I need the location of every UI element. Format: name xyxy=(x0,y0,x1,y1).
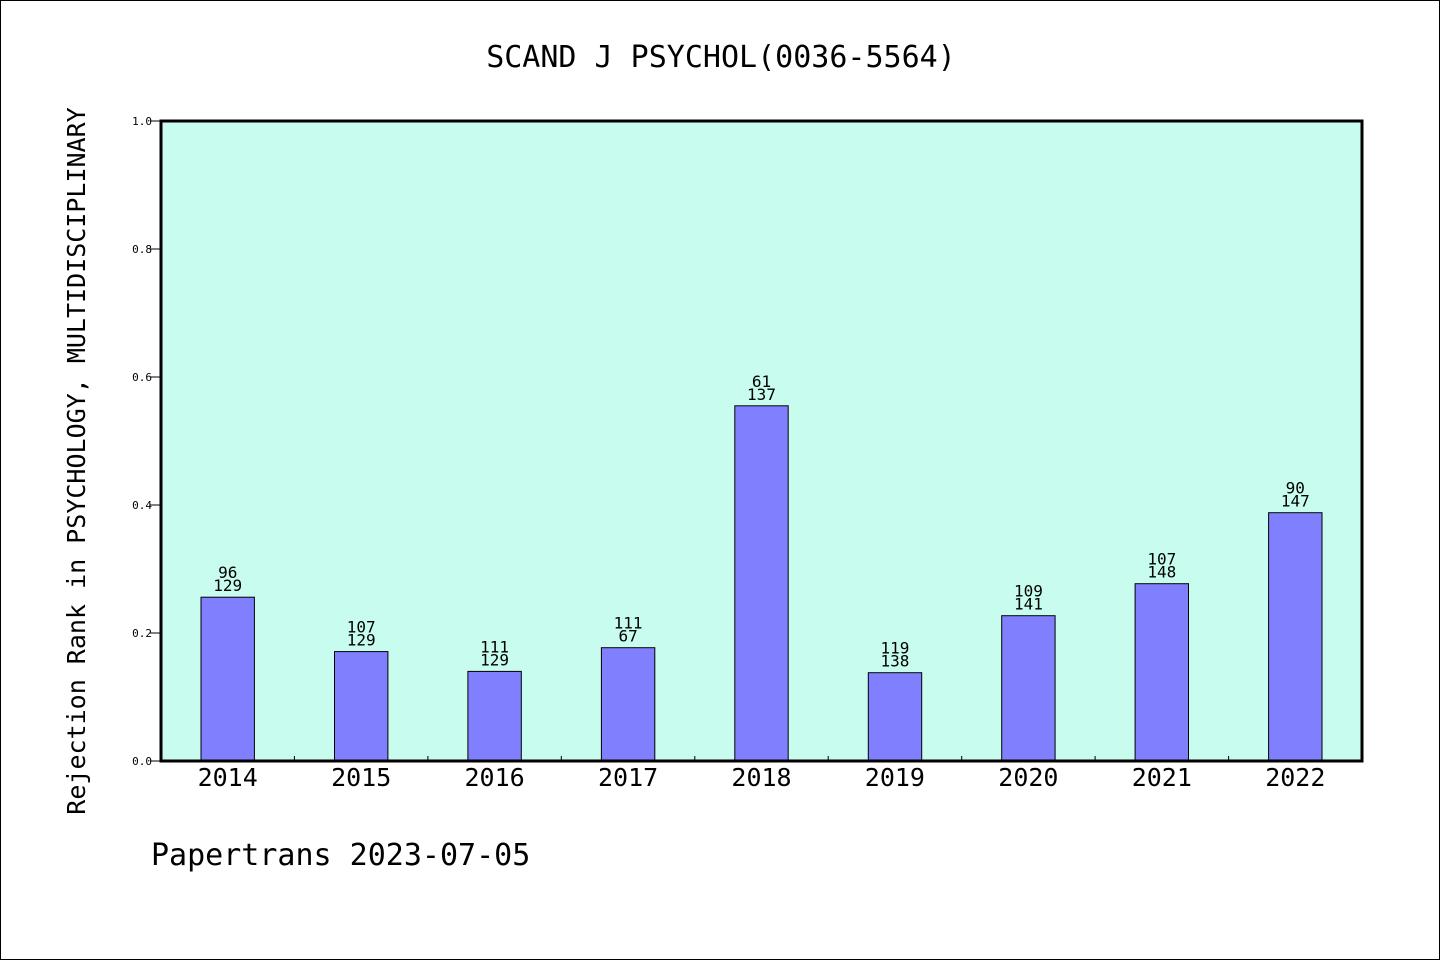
bar-2018 xyxy=(734,405,789,762)
bar-2014 xyxy=(200,596,255,762)
bar-2021 xyxy=(1134,583,1189,762)
bar-2022 xyxy=(1268,512,1323,762)
data-label-top-2020: 109 xyxy=(1014,582,1043,601)
x-tick-label-2016: 2016 xyxy=(464,763,524,792)
data-label-top-2018: 61 xyxy=(752,372,771,391)
y-axis: 0.0 0.2 0.4 0.6 0.8 1.0 xyxy=(132,115,161,768)
x-tick-label-2014: 2014 xyxy=(198,763,258,792)
data-label-bottom-2014: 129 xyxy=(213,576,242,595)
bar-2020 xyxy=(1001,615,1056,762)
x-tick-label-2015: 2015 xyxy=(331,763,391,792)
data-label-top-2016: 111 xyxy=(480,637,509,656)
plot-border xyxy=(159,119,1364,763)
bars-layer xyxy=(200,405,1323,762)
x-axis: 2014 2015 2016 2017 2018 2019 2020 2021 2022 xyxy=(198,756,1325,792)
x-tick-label-2020: 2020 xyxy=(998,763,1058,792)
x-tick-label-2017: 2017 xyxy=(598,763,658,792)
y-tick-label-0: 0.0 xyxy=(132,755,152,768)
data-label-bottom-2019: 138 xyxy=(880,652,909,671)
bar-2019 xyxy=(867,672,923,762)
y-tick-label-1: 0.2 xyxy=(132,627,152,640)
y-tick-label-5: 1.0 xyxy=(132,115,152,128)
x-tick-label-2021: 2021 xyxy=(1132,763,1192,792)
chart-title: SCAND J PSYCHOL(0036-5564) xyxy=(486,40,956,75)
data-label-bottom-2016: 129 xyxy=(480,650,509,669)
data-label-bottom-2015: 129 xyxy=(347,631,376,650)
data-label-bottom-2018: 137 xyxy=(747,385,776,404)
x-tick-label-2018: 2018 xyxy=(731,763,791,792)
x-tick-label-2022: 2022 xyxy=(1265,763,1325,792)
bar-2016 xyxy=(467,670,522,762)
data-label-top-2017: 111 xyxy=(614,614,643,633)
data-label-bottom-2021: 148 xyxy=(1147,563,1176,582)
data-label-top-2014: 96 xyxy=(218,563,237,582)
data-label-bottom-2020: 141 xyxy=(1014,595,1043,614)
data-label-top-2015: 107 xyxy=(347,618,376,637)
y-tick-label-4: 0.8 xyxy=(132,243,152,256)
data-label-top-2022: 90 xyxy=(1286,479,1305,498)
footer-text: Papertrans 2023-07-05 xyxy=(151,838,530,873)
y-tick-label-2: 0.4 xyxy=(132,499,152,512)
x-tick-label-2019: 2019 xyxy=(865,763,925,792)
data-label-bottom-2022: 147 xyxy=(1281,492,1310,511)
y-axis-label: Rejection Rank in PSYCHOLOGY, MULTIDISCI… xyxy=(62,107,91,814)
data-label-top-2021: 107 xyxy=(1147,550,1176,569)
bar-2017 xyxy=(600,647,656,762)
data-label-top-2019: 119 xyxy=(880,639,909,658)
data-label-bottom-2017: 67 xyxy=(618,627,637,646)
bar-2015 xyxy=(334,651,389,762)
y-tick-label-3: 0.6 xyxy=(132,371,152,384)
